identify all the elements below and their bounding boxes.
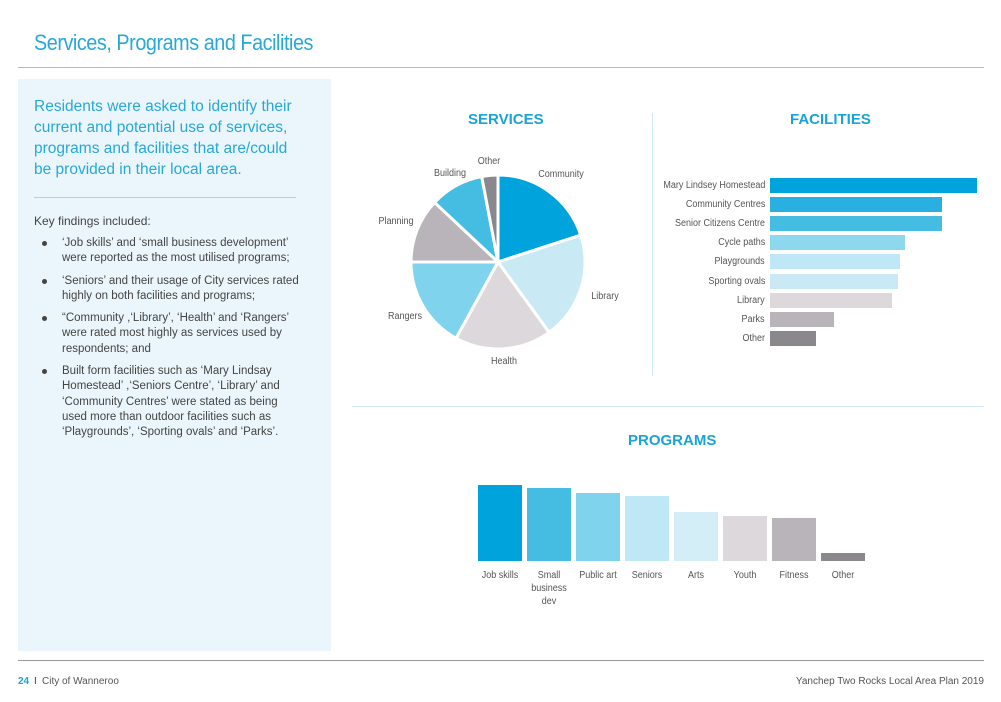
facility-bar-parks [770,311,835,327]
facilities-chart-title: FACILITIES [790,111,871,128]
program-bar-youth [723,516,767,561]
facility-label-cycle-paths: Cycle paths [717,237,765,249]
footer-separator: I [34,676,37,687]
facility-label-senior-citizens-centre: Senior Citizens Centre [674,218,765,230]
finding-item: ‘Job skills’ and ‘small business develop… [34,236,304,267]
facility-bar-senior-citizens-centre [770,216,942,232]
pie-label-planning: Planning [378,215,414,227]
program-label-fitness: Fitness [779,570,809,581]
key-findings-list: ‘Job skills’ and ‘small business develop… [34,236,304,448]
panel-divider [34,197,296,198]
pie-label-community: Community [538,168,585,180]
program-bar-arts [674,512,718,561]
facility-bar-cycle-paths [770,235,905,251]
program-bar-public-art [576,493,620,561]
pie-slice-other [479,173,500,263]
program-label-small-business-dev: Small business dev [531,570,567,607]
program-bar-other [821,552,865,561]
facility-bar-community-centres [770,197,942,213]
program-bar-job-skills [478,485,522,561]
chart-divider-horizontal [352,406,984,407]
program-label-job-skills: Job skills [481,570,519,581]
programs-chart-title: PROGRAMS [628,432,717,449]
facility-label-other: Other [742,332,765,344]
program-bar-small-business-dev [527,488,571,561]
facility-bar-playgrounds [770,254,901,270]
pie-slice-community [496,173,583,265]
pie-label-building: Building [433,168,466,180]
pie-label-health: Health [491,355,518,367]
facility-label-community-centres: Community Centres [685,199,765,211]
facility-label-sporting-ovals: Sporting ovals [707,275,765,287]
intro-text: Residents were asked to identify their c… [34,98,292,178]
pie-slice-rangers [409,260,501,341]
page-number: 24 [18,676,30,687]
pie-label-rangers: Rangers [388,310,423,322]
page-title: Services, Programs and Facilities [34,30,313,55]
footer-organisation: City of Wanneroo [42,676,119,687]
facility-bar-library [770,292,893,308]
footer-divider [18,660,984,661]
facility-label-parks: Parks [741,313,765,325]
footer-document-title: Yanchep Two Rocks Local Area Plan 2019 [795,676,984,687]
key-findings-label: Key findings included: [34,214,151,228]
program-label-other: Other [831,570,855,581]
services-pie-chart [409,173,587,351]
pie-slice-health [454,259,552,351]
pie-label-library: Library [590,290,619,302]
pie-label-other: Other [477,156,500,168]
finding-item: ‘Seniors’ and their usage of City servic… [34,274,304,305]
services-chart-title: SERVICES [468,111,544,128]
facility-bar-sporting-ovals [770,273,899,289]
facility-label-playgrounds: Playgrounds [714,256,765,268]
program-label-seniors: Seniors [631,570,663,581]
facility-bar-mary-lindsey-homestead [770,178,977,193]
program-label-youth: Youth [733,570,757,581]
pie-slice-library [495,233,587,335]
key-findings-panel [18,79,331,651]
facility-label-mary-lindsey-homestead: Mary Lindsey Homestead [662,180,765,191]
program-bar-seniors [625,495,669,561]
facility-label-library: Library [737,294,765,306]
program-bar-fitness [772,517,816,561]
finding-item: “Community ,‘Library’, ‘Health’ and ‘Ran… [34,311,304,357]
chart-divider-vertical [652,113,653,376]
program-label-public-art: Public art [579,570,617,581]
header-divider [18,67,984,68]
program-label-arts: Arts [687,570,705,581]
finding-item: Built form facilities such as ‘Mary Lind… [34,364,304,440]
facility-bar-other [770,330,816,346]
